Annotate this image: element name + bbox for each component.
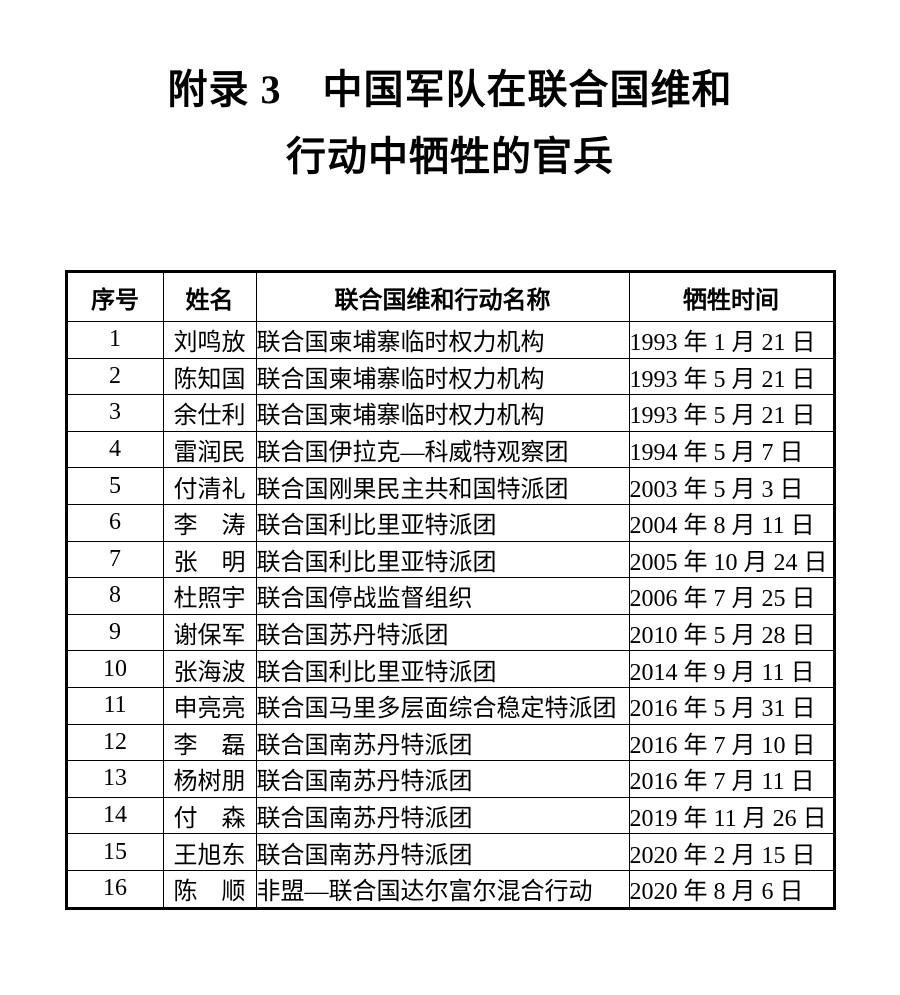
table-row: 9 谢保军 联合国苏丹特派团 2010 年 5 月 28 日 [65, 613, 835, 652]
table-row: 10 张海波 联合国利比里亚特派团 2014 年 9 月 11 日 [65, 650, 835, 688]
cell-name: 杨树朋 [162, 760, 257, 798]
cell-name: 李 磊 [162, 723, 257, 762]
cell-name: 刘鸣放 [162, 321, 257, 359]
header-mission-name: 联合国维和行动名称 [255, 271, 630, 322]
table-row: 13 杨树朋 联合国南苏丹特派团 2016 年 7 月 11 日 [65, 760, 835, 798]
cell-name: 雷润民 [162, 430, 257, 469]
cell-mission-name: 联合国利比里亚特派团 [255, 503, 630, 542]
cell-serial-number: 5 [65, 467, 164, 505]
cell-sacrifice-date: 1993 年 5 月 21 日 [628, 394, 835, 432]
appendix-title: 附录 3 中国军队在联合国维和 行动中牺牲的官兵 [0, 0, 900, 190]
cell-mission-name: 联合国马里多层面综合稳定特派团 [255, 686, 630, 725]
cell-sacrifice-date: 2003 年 5 月 3 日 [628, 467, 835, 505]
cell-mission-name: 联合国柬埔寨临时权力机构 [255, 357, 630, 396]
cell-serial-number: 8 [65, 577, 164, 615]
header-name: 姓名 [162, 271, 257, 322]
cell-sacrifice-date: 2004 年 8 月 11 日 [628, 503, 835, 542]
table-row: 1 刘鸣放 联合国柬埔寨临时权力机构 1993 年 1 月 21 日 [65, 321, 835, 359]
cell-name: 余仕利 [162, 394, 257, 432]
cell-sacrifice-date: 2006 年 7 月 25 日 [628, 577, 835, 615]
cell-mission-name: 联合国利比里亚特派团 [255, 540, 630, 579]
header-serial-number: 序号 [65, 271, 164, 322]
cell-mission-name: 联合国南苏丹特派团 [255, 760, 630, 798]
cell-name: 谢保军 [162, 613, 257, 652]
cell-serial-number: 15 [65, 833, 164, 871]
cell-name: 张海波 [162, 650, 257, 688]
table-row: 5 付清礼 联合国刚果民主共和国特派团 2003 年 5 月 3 日 [65, 467, 835, 505]
cell-name: 王旭东 [162, 833, 257, 871]
cell-serial-number: 7 [65, 540, 164, 579]
table-row: 8 杜照宇 联合国停战监督组织 2006 年 7 月 25 日 [65, 577, 835, 615]
cell-serial-number: 13 [65, 760, 164, 798]
appendix-title-line-1: 附录 3 中国军队在联合国维和 [167, 67, 733, 112]
cell-name: 李 涛 [162, 503, 257, 542]
table-row: 11 申亮亮 联合国马里多层面综合稳定特派团 2016 年 5 月 31 日 [65, 686, 835, 725]
cell-name: 张 明 [162, 540, 257, 579]
table-header-row: 序号 姓名 联合国维和行动名称 牺牲时间 [65, 271, 835, 322]
cell-mission-name: 联合国伊拉克—科威特观察团 [255, 430, 630, 469]
cell-mission-name: 联合国柬埔寨临时权力机构 [255, 394, 630, 432]
table-row: 3 余仕利 联合国柬埔寨临时权力机构 1993 年 5 月 21 日 [65, 394, 835, 432]
cell-name: 杜照宇 [162, 577, 257, 615]
peacekeeping-casualties-table: 序号 姓名 联合国维和行动名称 牺牲时间 1 刘鸣放 联合国柬埔寨临时权力机构 199… [64, 270, 836, 910]
cell-sacrifice-date: 2014 年 9 月 11 日 [628, 650, 835, 688]
cell-mission-name: 联合国刚果民主共和国特派团 [255, 467, 630, 505]
cell-name: 付 森 [162, 796, 257, 835]
cell-serial-number: 3 [65, 394, 164, 432]
cell-sacrifice-date: 2020 年 8 月 6 日 [628, 869, 835, 909]
cell-mission-name: 非盟—联合国达尔富尔混合行动 [255, 869, 630, 909]
cell-name: 付清礼 [162, 467, 257, 505]
cell-serial-number: 10 [65, 650, 164, 688]
cell-mission-name: 联合国南苏丹特派团 [255, 833, 630, 871]
table-row: 14 付 森联合国南苏丹特派团 2019 年 11 月 26 日 [65, 796, 835, 835]
cell-mission-name: 联合国南苏丹特派团 [255, 723, 630, 762]
cell-sacrifice-date: 1994 年 5 月 7 日 [628, 430, 835, 469]
cell-name: 陈知国 [162, 357, 257, 396]
cell-sacrifice-date: 2020 年 2 月 15 日 [628, 833, 835, 871]
cell-serial-number: 2 [65, 357, 164, 396]
cell-sacrifice-date: 2016 年 7 月 11 日 [628, 760, 835, 798]
cell-sacrifice-date: 2005 年 10 月 24 日 [628, 540, 835, 579]
cell-sacrifice-date: 2016 年 5 月 31 日 [628, 686, 835, 725]
cell-sacrifice-date: 1993 年 1 月 21 日 [628, 321, 835, 359]
cell-serial-number: 6 [65, 503, 164, 542]
cell-name: 陈 顺 [162, 869, 257, 909]
cell-sacrifice-date: 2016 年 7 月 10 日 [628, 723, 835, 762]
cell-mission-name: 联合国苏丹特派团 [255, 613, 630, 652]
cell-serial-number: 16 [65, 869, 164, 909]
table-row: 12 李 磊联合国南苏丹特派团 2016 年 7 月 10 日 [65, 723, 835, 762]
cell-serial-number: 14 [65, 796, 164, 835]
cell-serial-number: 9 [65, 613, 164, 652]
cell-sacrifice-date: 2010 年 5 月 28 日 [628, 613, 835, 652]
cell-name: 申亮亮 [162, 686, 257, 725]
header-sacrifice-date: 牺牲时间 [628, 271, 835, 322]
cell-serial-number: 1 [65, 321, 164, 359]
cell-mission-name: 联合国柬埔寨临时权力机构 [255, 321, 630, 359]
cell-mission-name: 联合国利比里亚特派团 [255, 650, 630, 688]
cell-sacrifice-date: 2019 年 11 月 26 日 [628, 796, 835, 835]
table-row: 16 陈 顺非盟—联合国达尔富尔混合行动 2020 年 8 月 6 日 [65, 869, 835, 909]
cell-mission-name: 联合国南苏丹特派团 [255, 796, 630, 835]
cell-serial-number: 11 [65, 686, 164, 725]
appendix-title-line-2: 行动中牺牲的官兵 [286, 134, 614, 179]
cell-mission-name: 联合国停战监督组织 [255, 577, 630, 615]
table-row: 2 陈知国 联合国柬埔寨临时权力机构 1993 年 5 月 21 日 [65, 357, 835, 396]
table-row: 4 雷润民 联合国伊拉克—科威特观察团 1994 年 5 月 7 日 [65, 430, 835, 469]
cell-sacrifice-date: 1993 年 5 月 21 日 [628, 357, 835, 396]
cell-serial-number: 12 [65, 723, 164, 762]
cell-serial-number: 4 [65, 430, 164, 469]
table-row: 15 王旭东 联合国南苏丹特派团 2020 年 2 月 15 日 [65, 833, 835, 871]
